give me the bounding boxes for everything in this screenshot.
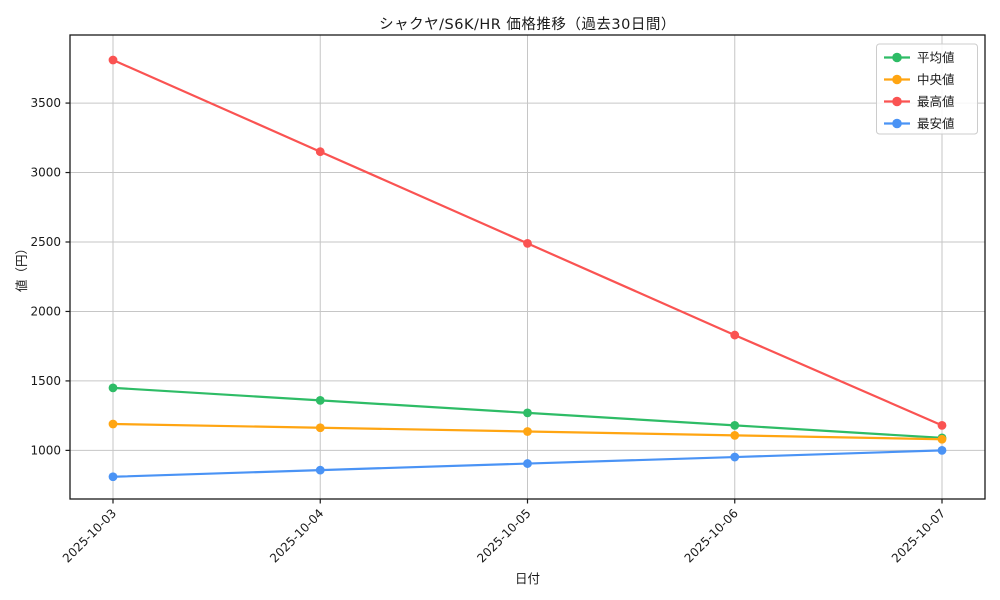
data-point-median xyxy=(315,423,325,433)
data-point-highest xyxy=(315,147,325,157)
legend-box xyxy=(876,43,978,135)
data-point-median xyxy=(937,434,947,444)
data-point-highest xyxy=(730,330,740,340)
data-point-highest xyxy=(523,238,532,248)
data-point-median xyxy=(730,430,740,440)
x-tick-label: 2025-10-07 xyxy=(889,506,948,565)
data-point-average xyxy=(523,408,532,418)
x-axis-label: 日付 xyxy=(514,571,540,586)
y-tick-label: 1000 xyxy=(30,443,61,457)
y-tick-label: 2500 xyxy=(30,235,61,249)
data-point-average xyxy=(315,395,325,405)
legend-label-median: 中央値 xyxy=(917,72,955,87)
legend-label-lowest: 最安値 xyxy=(917,116,955,131)
data-point-lowest xyxy=(730,452,740,462)
data-point-lowest xyxy=(108,472,118,482)
y-tick-label: 3500 xyxy=(30,96,61,110)
legend-marker-dot-average xyxy=(892,52,902,63)
data-point-average xyxy=(108,383,118,393)
chart-title: シャクヤ/S6K/HR 価格推移（過去30日間） xyxy=(379,17,676,33)
legend-marker-dot-lowest xyxy=(892,118,902,129)
data-point-lowest xyxy=(523,459,532,468)
data-point-median xyxy=(108,419,118,429)
data-point-highest xyxy=(937,420,947,430)
data-point-lowest xyxy=(937,445,947,455)
data-point-lowest xyxy=(315,465,325,475)
y-tick-label: 3000 xyxy=(30,166,61,180)
x-tick-label: 2025-10-03 xyxy=(60,506,119,565)
y-tick-label: 1500 xyxy=(30,374,61,388)
data-point-median xyxy=(523,427,532,436)
legend-label-highest: 最高値 xyxy=(917,94,955,109)
x-tick-label: 2025-10-04 xyxy=(267,506,326,565)
data-point-average xyxy=(730,420,740,430)
x-tick-label: 2025-10-05 xyxy=(474,506,533,565)
legend-marker-dot-median xyxy=(892,74,902,85)
y-axis-label: 値（円） xyxy=(14,242,29,293)
data-point-highest xyxy=(108,55,118,65)
x-tick-label: 2025-10-06 xyxy=(682,506,741,565)
legend-marker-dot-highest xyxy=(892,96,902,107)
y-tick-label: 2000 xyxy=(30,304,61,318)
legend-label-average: 平均値 xyxy=(917,50,955,65)
